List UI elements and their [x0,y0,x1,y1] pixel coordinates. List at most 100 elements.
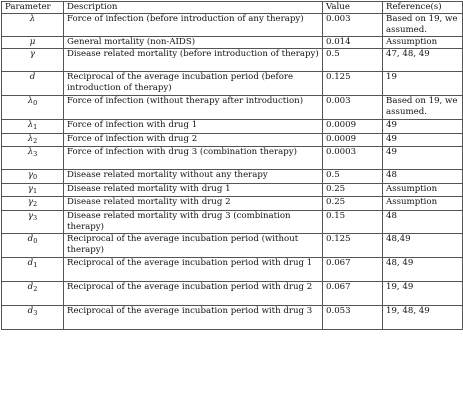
parameter-description: Force of infection with drug 2 [63,132,323,148]
parameter-symbol: λ1 [1,119,64,134]
parameter-value: 0.5 [322,169,383,184]
header-value: Value [322,1,383,14]
symbol-base: λ [27,96,34,107]
parameter-references: 47, 48, 49 [382,48,463,72]
parameter-description: Force of infection (before introduction … [63,13,323,37]
parameter-references: 48,49 [382,232,463,258]
parameter-references: 48 [382,209,463,234]
symbol-subscript: 1 [33,186,38,195]
parameter-symbol: d0 [1,232,64,258]
parameter-references: 19 [382,71,463,96]
parameter-value: 0.067 [322,280,383,306]
symbol-base: d [27,281,34,292]
symbol-subscript: 2 [33,284,38,293]
symbol-subscript: 3 [33,308,38,317]
table-row: γ3 Disease related mortality with drug 3 … [1,209,463,234]
parameter-description: General mortality (non-AIDS) [63,36,323,49]
parameter-symbol: γ0 [1,169,64,184]
table-row: d Reciprocal of the average incubation pe… [1,71,463,96]
parameter-symbol: d3 [1,304,64,330]
header-references: Reference(s) [382,1,463,14]
parameter-symbol: γ1 [1,182,64,198]
parameter-description: Force of infection with drug 3 (combinat… [63,146,323,171]
parameter-description: Force of infection with drug 1 [63,119,323,134]
table-row: γ0 Disease related mortality without any … [1,169,463,184]
parameter-symbol: λ2 [1,132,64,148]
parameter-symbol: λ [1,13,64,37]
symbol-subscript: 1 [33,123,38,131]
parameter-references: Assumption [382,182,463,198]
parameter-description: Disease related mortality (before introd… [63,48,323,72]
symbol-base: γ [27,197,33,208]
symbol-base: γ [27,210,33,221]
parameter-value: 0.25 [322,196,383,211]
symbol-base: λ [27,147,34,158]
parameter-references: 19, 48, 49 [382,304,463,330]
parameter-value: 0.125 [322,232,383,258]
parameter-description: Force of infection (without therapy afte… [63,95,323,120]
parameter-symbol: μ [1,36,64,49]
parameter-symbol: γ3 [1,209,64,234]
symbol-subscript: 3 [33,150,38,159]
parameter-references: 49 [382,132,463,148]
symbol-base: γ [29,49,36,60]
parameter-references: 49 [382,119,463,134]
header-parameter: Parameter [1,1,64,14]
parameter-value: 0.15 [322,209,383,234]
header-description: Description [63,1,323,14]
symbol-subscript: 0 [33,173,38,182]
symbol-base: γ [27,170,33,181]
parameter-table: Parameter Description Value Reference(s)… [1,1,463,330]
symbol-base: μ [29,37,36,48]
table-body: λ Force of infection (before introduction… [1,13,463,330]
symbol-subscript: 2 [33,136,38,145]
parameter-symbol: d [1,71,64,96]
parameter-symbol: γ [1,48,64,72]
parameter-symbol: γ2 [1,196,64,211]
table-row: γ Disease related mortality (before intro… [1,48,463,72]
table-row: d2 Reciprocal of the average incubation p… [1,280,463,306]
parameter-symbol: d1 [1,256,64,282]
parameter-value: 0.0009 [322,132,383,148]
table-row: λ2 Force of infection with drug 2 0.0009 49 [1,132,463,148]
symbol-base: d [27,257,34,268]
parameter-value: 0.25 [322,182,383,198]
table-row: λ Force of infection (before introduction… [1,13,463,37]
parameter-references: 48, 49 [382,256,463,282]
parameter-description: Reciprocal of the average incubation per… [63,280,323,306]
parameter-value: 0.067 [322,256,383,282]
symbol-base: γ [27,183,33,194]
table-row: μ General mortality (non-AIDS) 0.014 Assump… [1,36,463,49]
symbol-base: λ [29,14,36,25]
table-row: d1 Reciprocal of the average incubation p… [1,256,463,282]
table-row: λ1 Force of infection with drug 1 0.0009 49 [1,119,463,134]
parameter-value: 0.0003 [322,146,383,171]
parameter-description: Disease related mortality with drug 2 [63,196,323,211]
parameter-value: 0.053 [322,304,383,330]
parameter-references: Based on 19, we assumed. [382,13,463,37]
symbol-subscript: 3 [33,213,38,222]
parameter-description: Reciprocal of the average incubation per… [63,232,323,258]
symbol-subscript: 0 [33,99,38,107]
table-row: d3 Reciprocal of the average incubation p… [1,304,463,330]
parameter-references: 19, 49 [382,280,463,306]
symbol-base: λ [27,120,34,130]
parameter-symbol: λ0 [1,95,64,120]
symbol-base: d [29,72,36,83]
symbol-base: d [27,233,34,244]
parameter-description: Reciprocal of the average incubation per… [63,304,323,330]
parameter-value: 0.125 [322,71,383,96]
parameter-references: Assumption [382,196,463,211]
parameter-description: Reciprocal of the average incubation per… [63,71,323,96]
table-header-row: Parameter Description Value Reference(s) [1,1,463,14]
parameter-references: 49 [382,146,463,171]
table-row: d0 Reciprocal of the average incubation p… [1,232,463,258]
parameter-value: 0.5 [322,48,383,72]
parameter-value: 0.0009 [322,119,383,134]
parameter-references: 48 [382,169,463,184]
symbol-subscript: 0 [33,236,38,245]
parameter-description: Disease related mortality with drug 1 [63,182,323,198]
symbol-subscript: 1 [33,260,38,269]
